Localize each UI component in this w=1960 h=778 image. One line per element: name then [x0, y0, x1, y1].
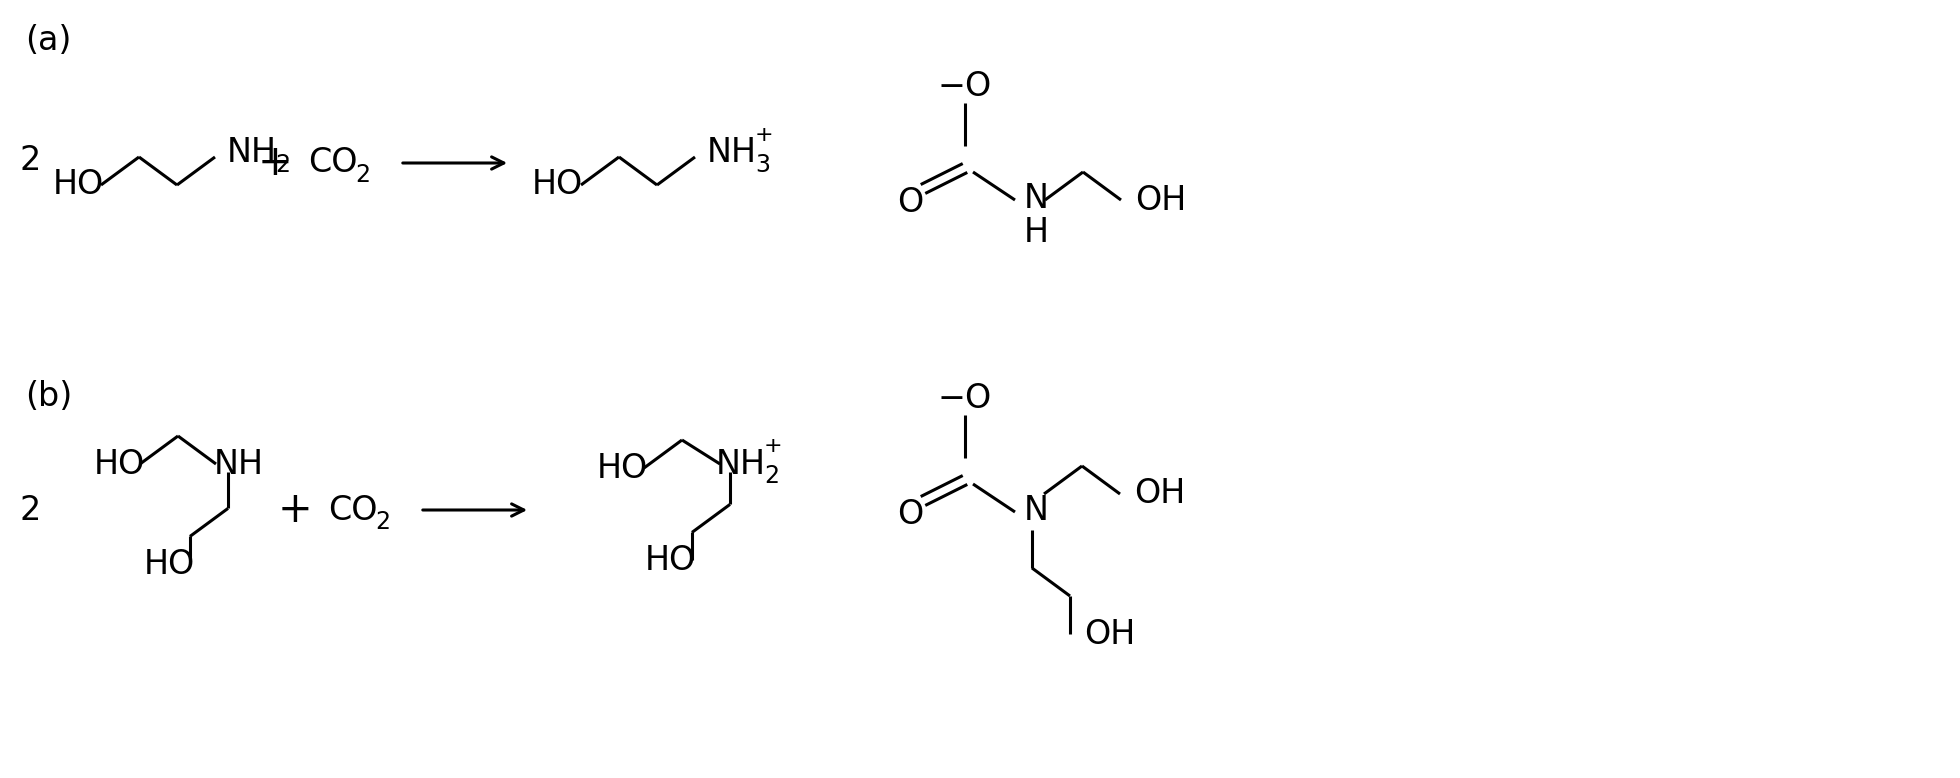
Text: HO: HO — [645, 544, 696, 577]
Text: H: H — [1023, 216, 1049, 248]
Text: O: O — [898, 499, 923, 531]
Text: +: + — [764, 436, 782, 456]
Text: 2: 2 — [355, 163, 370, 187]
Text: OH: OH — [1084, 618, 1135, 650]
Text: 2: 2 — [376, 510, 390, 534]
Text: N: N — [1023, 493, 1049, 527]
Text: NH: NH — [708, 136, 757, 170]
Text: HO: HO — [531, 169, 582, 202]
Text: NH: NH — [715, 447, 766, 481]
Text: CO: CO — [308, 146, 359, 180]
Text: OH: OH — [1135, 184, 1186, 216]
Text: +: + — [278, 489, 312, 531]
Text: 2: 2 — [274, 153, 290, 177]
Text: NH: NH — [214, 447, 265, 481]
Text: 2: 2 — [20, 143, 41, 177]
Text: HO: HO — [143, 548, 194, 581]
Text: −O: −O — [939, 69, 992, 103]
Text: +: + — [755, 125, 774, 145]
Text: HO: HO — [53, 169, 104, 202]
Text: 2: 2 — [20, 493, 41, 527]
Text: 2: 2 — [764, 464, 778, 488]
Text: HO: HO — [596, 451, 647, 485]
Text: (a): (a) — [25, 23, 71, 57]
Text: NH: NH — [227, 136, 276, 170]
Text: 3: 3 — [755, 153, 770, 177]
Text: O: O — [898, 187, 923, 219]
Text: HO: HO — [94, 447, 145, 481]
Text: −O: −O — [939, 381, 992, 415]
Text: +: + — [257, 142, 292, 184]
Text: CO: CO — [327, 493, 378, 527]
Text: OH: OH — [1135, 478, 1186, 510]
Text: N: N — [1023, 181, 1049, 215]
Text: (b): (b) — [25, 380, 73, 412]
